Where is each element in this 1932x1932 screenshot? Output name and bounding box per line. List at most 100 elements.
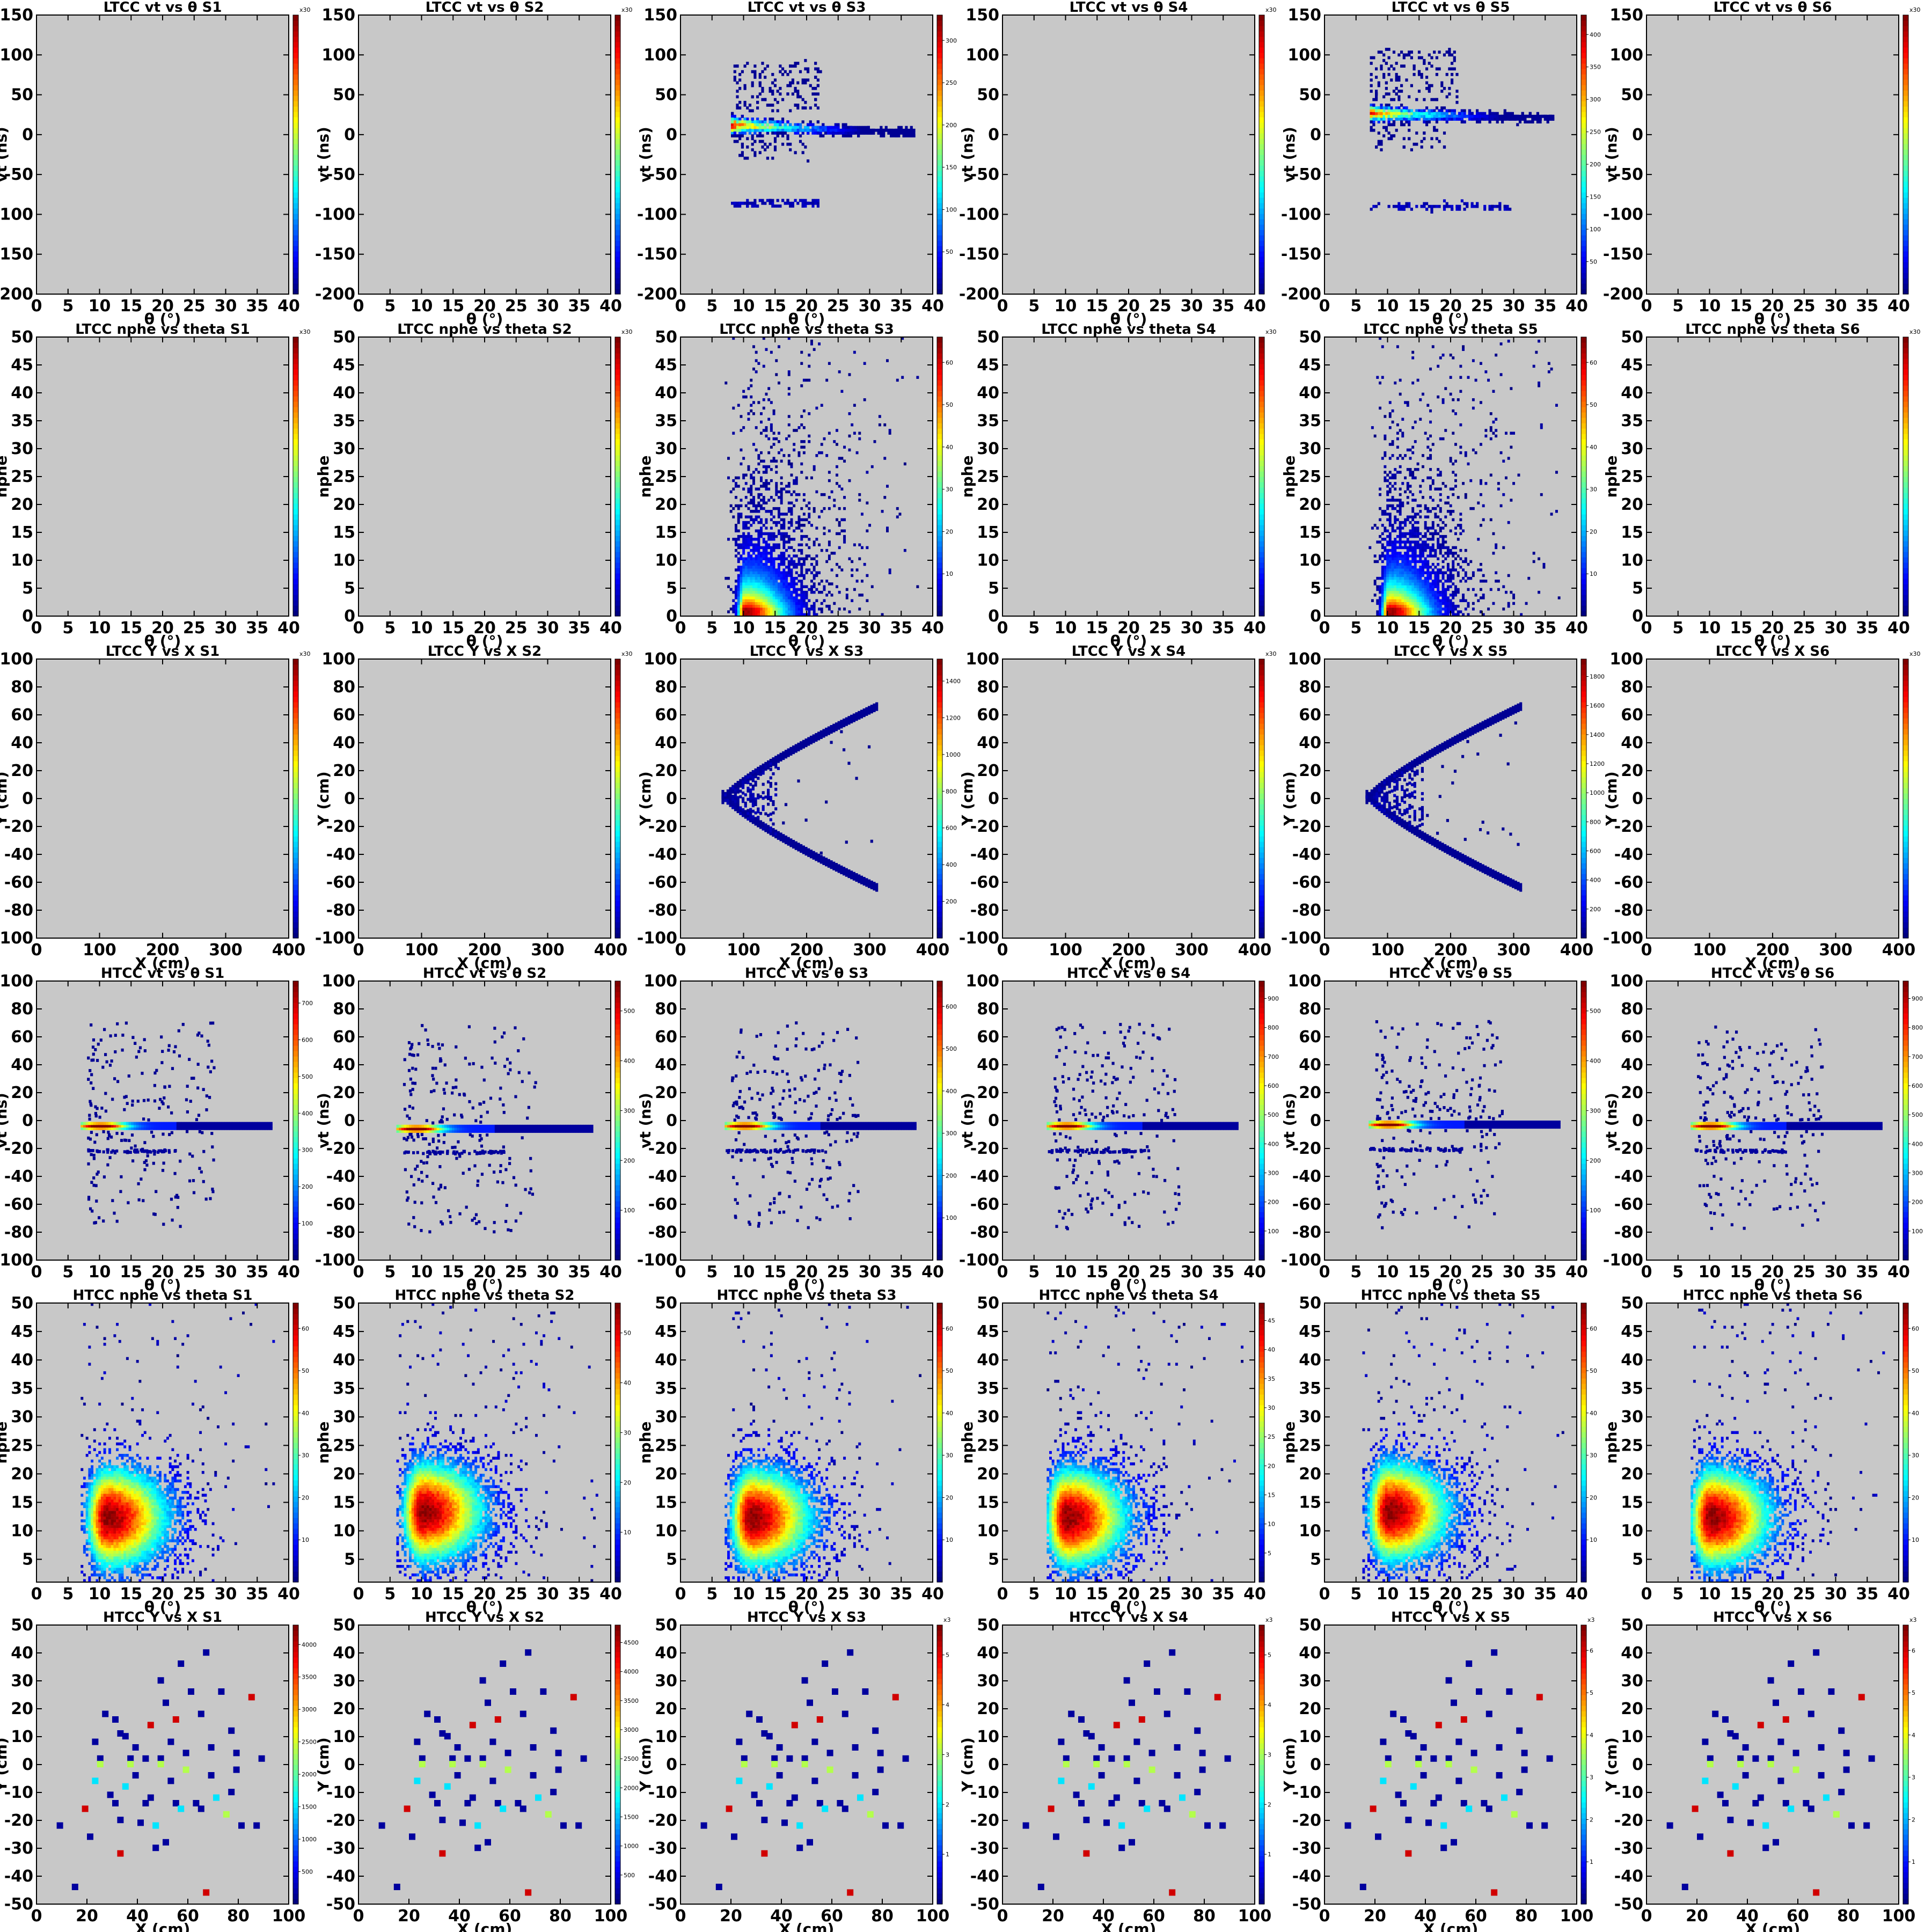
heatmap-cell (780, 582, 783, 586)
y-tick-label: 0 (22, 126, 33, 144)
heatmap-cell (732, 507, 735, 510)
heatmap-cell (787, 582, 791, 586)
heatmap-cell (822, 123, 825, 127)
heatmap-cell (1411, 580, 1415, 583)
y-tick-label: 150 (965, 6, 999, 25)
heatmap-cell (790, 596, 793, 599)
heatmap-cell (1382, 120, 1386, 124)
heatmap-cell (1406, 588, 1409, 591)
heatmap-cell (1401, 582, 1404, 586)
y-tick-label: -100 (315, 205, 355, 224)
heatmap-cell (733, 114, 736, 118)
heatmap-cell (1387, 114, 1391, 118)
heatmap-cell (767, 552, 771, 555)
heatmap-cell (818, 571, 821, 574)
heatmap-cell (1404, 566, 1407, 569)
heatmap-cell (1384, 479, 1387, 482)
heatmap-cell (1538, 384, 1541, 387)
heatmap-cell (770, 518, 773, 522)
heatmap-cell (1512, 596, 1516, 599)
heatmap-cell (897, 128, 901, 132)
heatmap-cell (1399, 454, 1402, 457)
heatmap-cell (770, 426, 773, 429)
heatmap-cell (1391, 576, 1394, 580)
y-tick-label: 30 (655, 440, 677, 458)
heatmap-cell (1387, 120, 1391, 124)
heatmap-cell (1394, 552, 1397, 555)
y-tick-label: -200 (1281, 285, 1321, 304)
heatmap-cell (1382, 76, 1386, 79)
heatmap-cell (787, 501, 791, 504)
heatmap-cell (736, 804, 740, 808)
heatmap-cell (896, 515, 899, 518)
heatmap-cell (765, 518, 768, 522)
heatmap-cell (1416, 540, 1419, 544)
heatmap-cell (796, 201, 800, 205)
heatmap-cell (1433, 128, 1436, 132)
heatmap-cell (802, 451, 806, 455)
heatmap-cell (1406, 594, 1409, 597)
y-tick-label: 45 (1299, 356, 1321, 375)
heatmap-cell (828, 590, 831, 594)
heatmap-cell (771, 118, 774, 121)
heatmap-cell (773, 123, 777, 127)
heatmap-cell (787, 604, 791, 608)
heatmap-cell (1416, 568, 1419, 572)
heatmap-cell (735, 524, 737, 527)
heatmap-cells (721, 702, 879, 892)
heatmap-cell (805, 590, 808, 594)
heatmap-cell (767, 546, 771, 550)
heatmap-cell (1464, 599, 1467, 602)
heatmap-cell (1473, 204, 1476, 208)
heatmap-cell (1480, 596, 1482, 599)
heatmap-cell (765, 426, 768, 429)
heatmap-cell (1550, 367, 1553, 371)
heatmap-cell (1482, 594, 1485, 597)
y-tick-label: -40 (326, 845, 355, 864)
heatmap-cell (808, 588, 811, 591)
heatmap-cell (752, 548, 755, 552)
heatmap-cell (1446, 596, 1450, 599)
heatmap-cell (1428, 62, 1431, 65)
heatmap-cell (1430, 145, 1433, 149)
heatmap-cell (1528, 120, 1532, 124)
heatmap-cell (1441, 535, 1445, 538)
x-tick-label: 30 (537, 619, 559, 638)
heatmap-cell (755, 599, 758, 602)
heatmap-cell (755, 515, 758, 518)
heatmap-cell (790, 599, 793, 602)
heatmap-cell (1440, 106, 1444, 110)
heatmap-cell (1414, 594, 1417, 597)
heatmap-cell (1429, 546, 1432, 550)
y-tick-label: 0 (1632, 126, 1643, 144)
colorbar-tick-label: 250 (946, 79, 957, 86)
heatmap-cell (1385, 112, 1388, 115)
heatmap-cell (823, 532, 826, 536)
heatmap-cell (748, 120, 752, 124)
heatmap-cell (765, 580, 768, 583)
heatmap-cell (1391, 552, 1394, 555)
heatmap-cell (837, 126, 840, 129)
heatmap-cell (1453, 56, 1456, 60)
heatmap-cell (865, 128, 868, 132)
heatmap-cell (738, 131, 742, 135)
heatmap-cell (1449, 504, 1452, 508)
heatmap-cell (1434, 552, 1437, 555)
heatmap-cell (1400, 109, 1403, 113)
heatmap-cell (770, 557, 773, 560)
heatmap-cell (1382, 53, 1386, 57)
heatmap-cell (802, 513, 806, 516)
heatmap-cell (1422, 596, 1424, 599)
heatmap-cell (1441, 401, 1445, 404)
heatmap-cell (1481, 118, 1484, 121)
heatmap-cell (1498, 208, 1502, 211)
heatmap-cell (1437, 588, 1440, 591)
heatmap-cell (750, 566, 753, 569)
heatmap-cell (1489, 518, 1492, 522)
heatmap-cell (1392, 114, 1396, 118)
heatmap-cell (1411, 602, 1415, 605)
heatmap-cell (1476, 204, 1479, 208)
heatmap-cell (1382, 58, 1386, 62)
heatmap-cell (1513, 118, 1517, 121)
heatmap-cell (1463, 120, 1466, 124)
